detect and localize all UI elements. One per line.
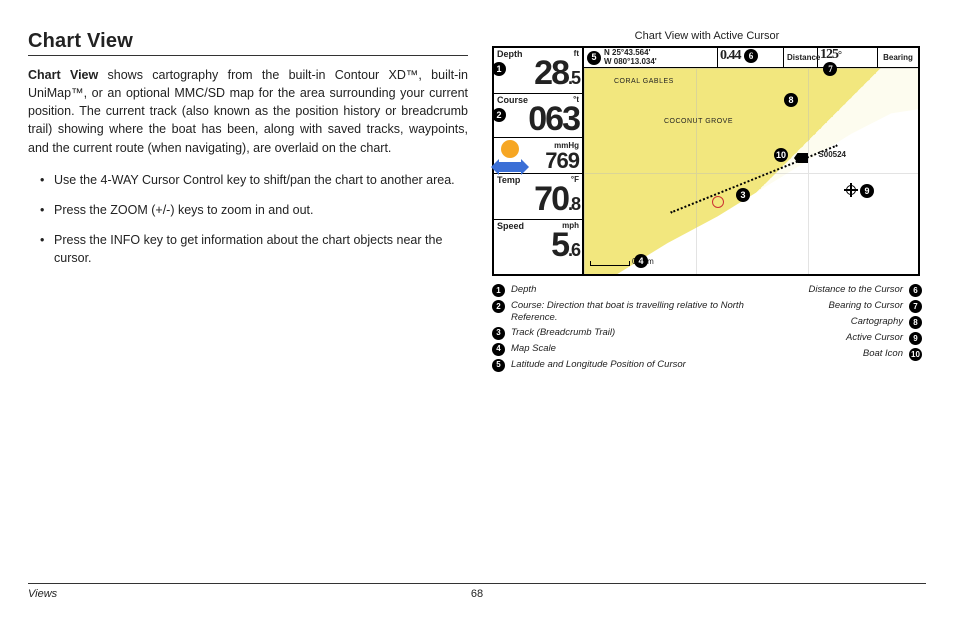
page-footer: Views 68 <box>28 583 926 600</box>
bullet-item: Use the 4-WAY Cursor Control key to shif… <box>54 171 468 189</box>
callout-1: 1 <box>492 62 506 76</box>
figure-legend: 1Depth 2Course: Direction that boat is t… <box>492 284 922 372</box>
figure-caption: Chart View with Active Cursor <box>492 30 922 42</box>
callout-3: 3 <box>736 188 750 202</box>
readout-panel: Depthft 28.5 1 Course°t 063 2 mmHg <box>494 48 584 274</box>
callout-5: 5 <box>587 51 601 65</box>
active-cursor-icon <box>844 183 858 197</box>
map-area: 5 N 25°43.564' W 080°13.034' 0.446 Dista… <box>584 48 918 274</box>
bullet-item: Press the INFO key to get information ab… <box>54 231 468 267</box>
page-title: Chart View <box>28 30 468 56</box>
sun-icon <box>501 140 519 158</box>
bullet-item: Press the ZOOM (+/-) keys to zoom in and… <box>54 201 468 219</box>
chart-device: Depthft 28.5 1 Course°t 063 2 mmHg <box>492 46 920 276</box>
callout-4: 4 <box>634 254 648 268</box>
callout-8: 8 <box>784 93 798 107</box>
callout-2: 2 <box>492 108 506 122</box>
callout-10: 10 <box>774 148 788 162</box>
callout-7: 7 <box>823 62 837 76</box>
callout-9: 9 <box>860 184 874 198</box>
wind-arrow-icon <box>499 162 521 172</box>
bullet-list: Use the 4-WAY Cursor Control key to shif… <box>28 171 468 268</box>
callout-6: 6 <box>744 49 758 63</box>
intro-text: Chart View shows cartography from the bu… <box>28 66 468 157</box>
